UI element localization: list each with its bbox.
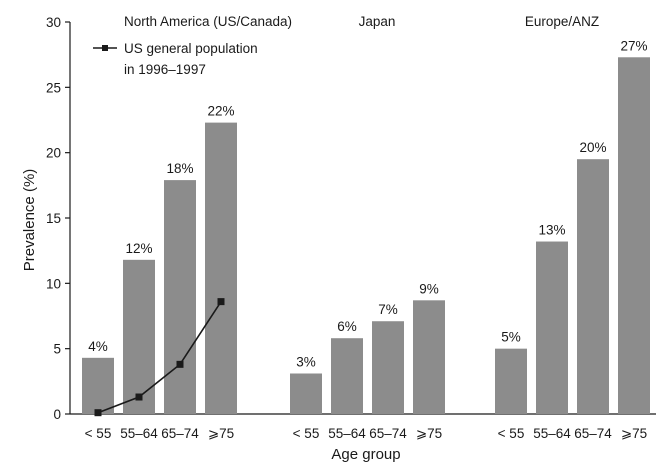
legend-label-line1: US general population — [124, 41, 258, 56]
category-label: ⩾75 — [416, 426, 442, 441]
category-label: ⩾75 — [621, 426, 647, 441]
bar-value-label: 5% — [501, 330, 521, 345]
bar — [577, 159, 609, 414]
y-tick-label: 15 — [46, 211, 61, 226]
bar — [123, 259, 155, 414]
bar-value-label: 18% — [166, 161, 193, 176]
bar — [205, 122, 237, 414]
bar — [331, 338, 363, 414]
group-title: Europe/ANZ — [525, 14, 599, 29]
bar — [618, 57, 650, 414]
y-tick-label: 25 — [46, 80, 61, 95]
y-tick-label: 0 — [53, 407, 61, 422]
bar — [413, 300, 445, 414]
line-point — [217, 298, 225, 306]
category-label: < 55 — [85, 426, 112, 441]
category-label: 55–64 — [120, 426, 158, 441]
category-label: 65–74 — [369, 426, 407, 441]
line-point — [94, 409, 102, 417]
line-point — [135, 393, 143, 401]
line-point — [176, 360, 184, 368]
group-title: North America (US/Canada) — [124, 14, 292, 29]
category-label: 65–74 — [161, 426, 199, 441]
group-title: Japan — [359, 14, 396, 29]
us-population-line — [94, 298, 225, 417]
y-tick-label: 10 — [46, 276, 61, 291]
bar-value-label: 7% — [378, 302, 398, 317]
bar-value-label: 22% — [207, 104, 234, 119]
category-label: 55–64 — [533, 426, 571, 441]
category-label: 55–64 — [328, 426, 366, 441]
x-axis-title: Age group — [331, 446, 400, 463]
bar-value-label: 6% — [337, 319, 357, 334]
legend: US general population in 1996–1997 — [93, 41, 258, 77]
category-label: ⩾75 — [208, 426, 234, 441]
bar-value-label: 9% — [419, 281, 439, 296]
bar-value-label: 4% — [88, 339, 108, 354]
legend-label-line2: in 1996–1997 — [124, 62, 206, 77]
bar — [372, 321, 404, 414]
y-tick-label: 20 — [46, 146, 61, 161]
category-label: < 55 — [293, 426, 320, 441]
bar-value-label: 3% — [296, 354, 316, 369]
labels: North America (US/Canada) 4% < 55 12% 55–64 1… — [85, 14, 648, 441]
legend-marker-swatch — [102, 45, 108, 51]
bar — [290, 373, 322, 414]
bar-value-label: 12% — [125, 241, 152, 256]
category-label: < 55 — [498, 426, 525, 441]
bar — [82, 357, 114, 414]
bar — [164, 180, 196, 414]
y-axis-title: Prevalence (%) — [21, 169, 38, 272]
series-line — [97, 301, 222, 414]
bar — [495, 348, 527, 414]
y-tick-label: 5 — [53, 342, 61, 357]
bar-value-label: 27% — [620, 38, 647, 53]
y-tick-label: 30 — [46, 15, 61, 30]
bar — [536, 241, 568, 414]
category-label: 65–74 — [574, 426, 612, 441]
bar-value-label: 20% — [579, 140, 606, 155]
bar-value-label: 13% — [538, 223, 565, 238]
bars — [82, 57, 650, 414]
